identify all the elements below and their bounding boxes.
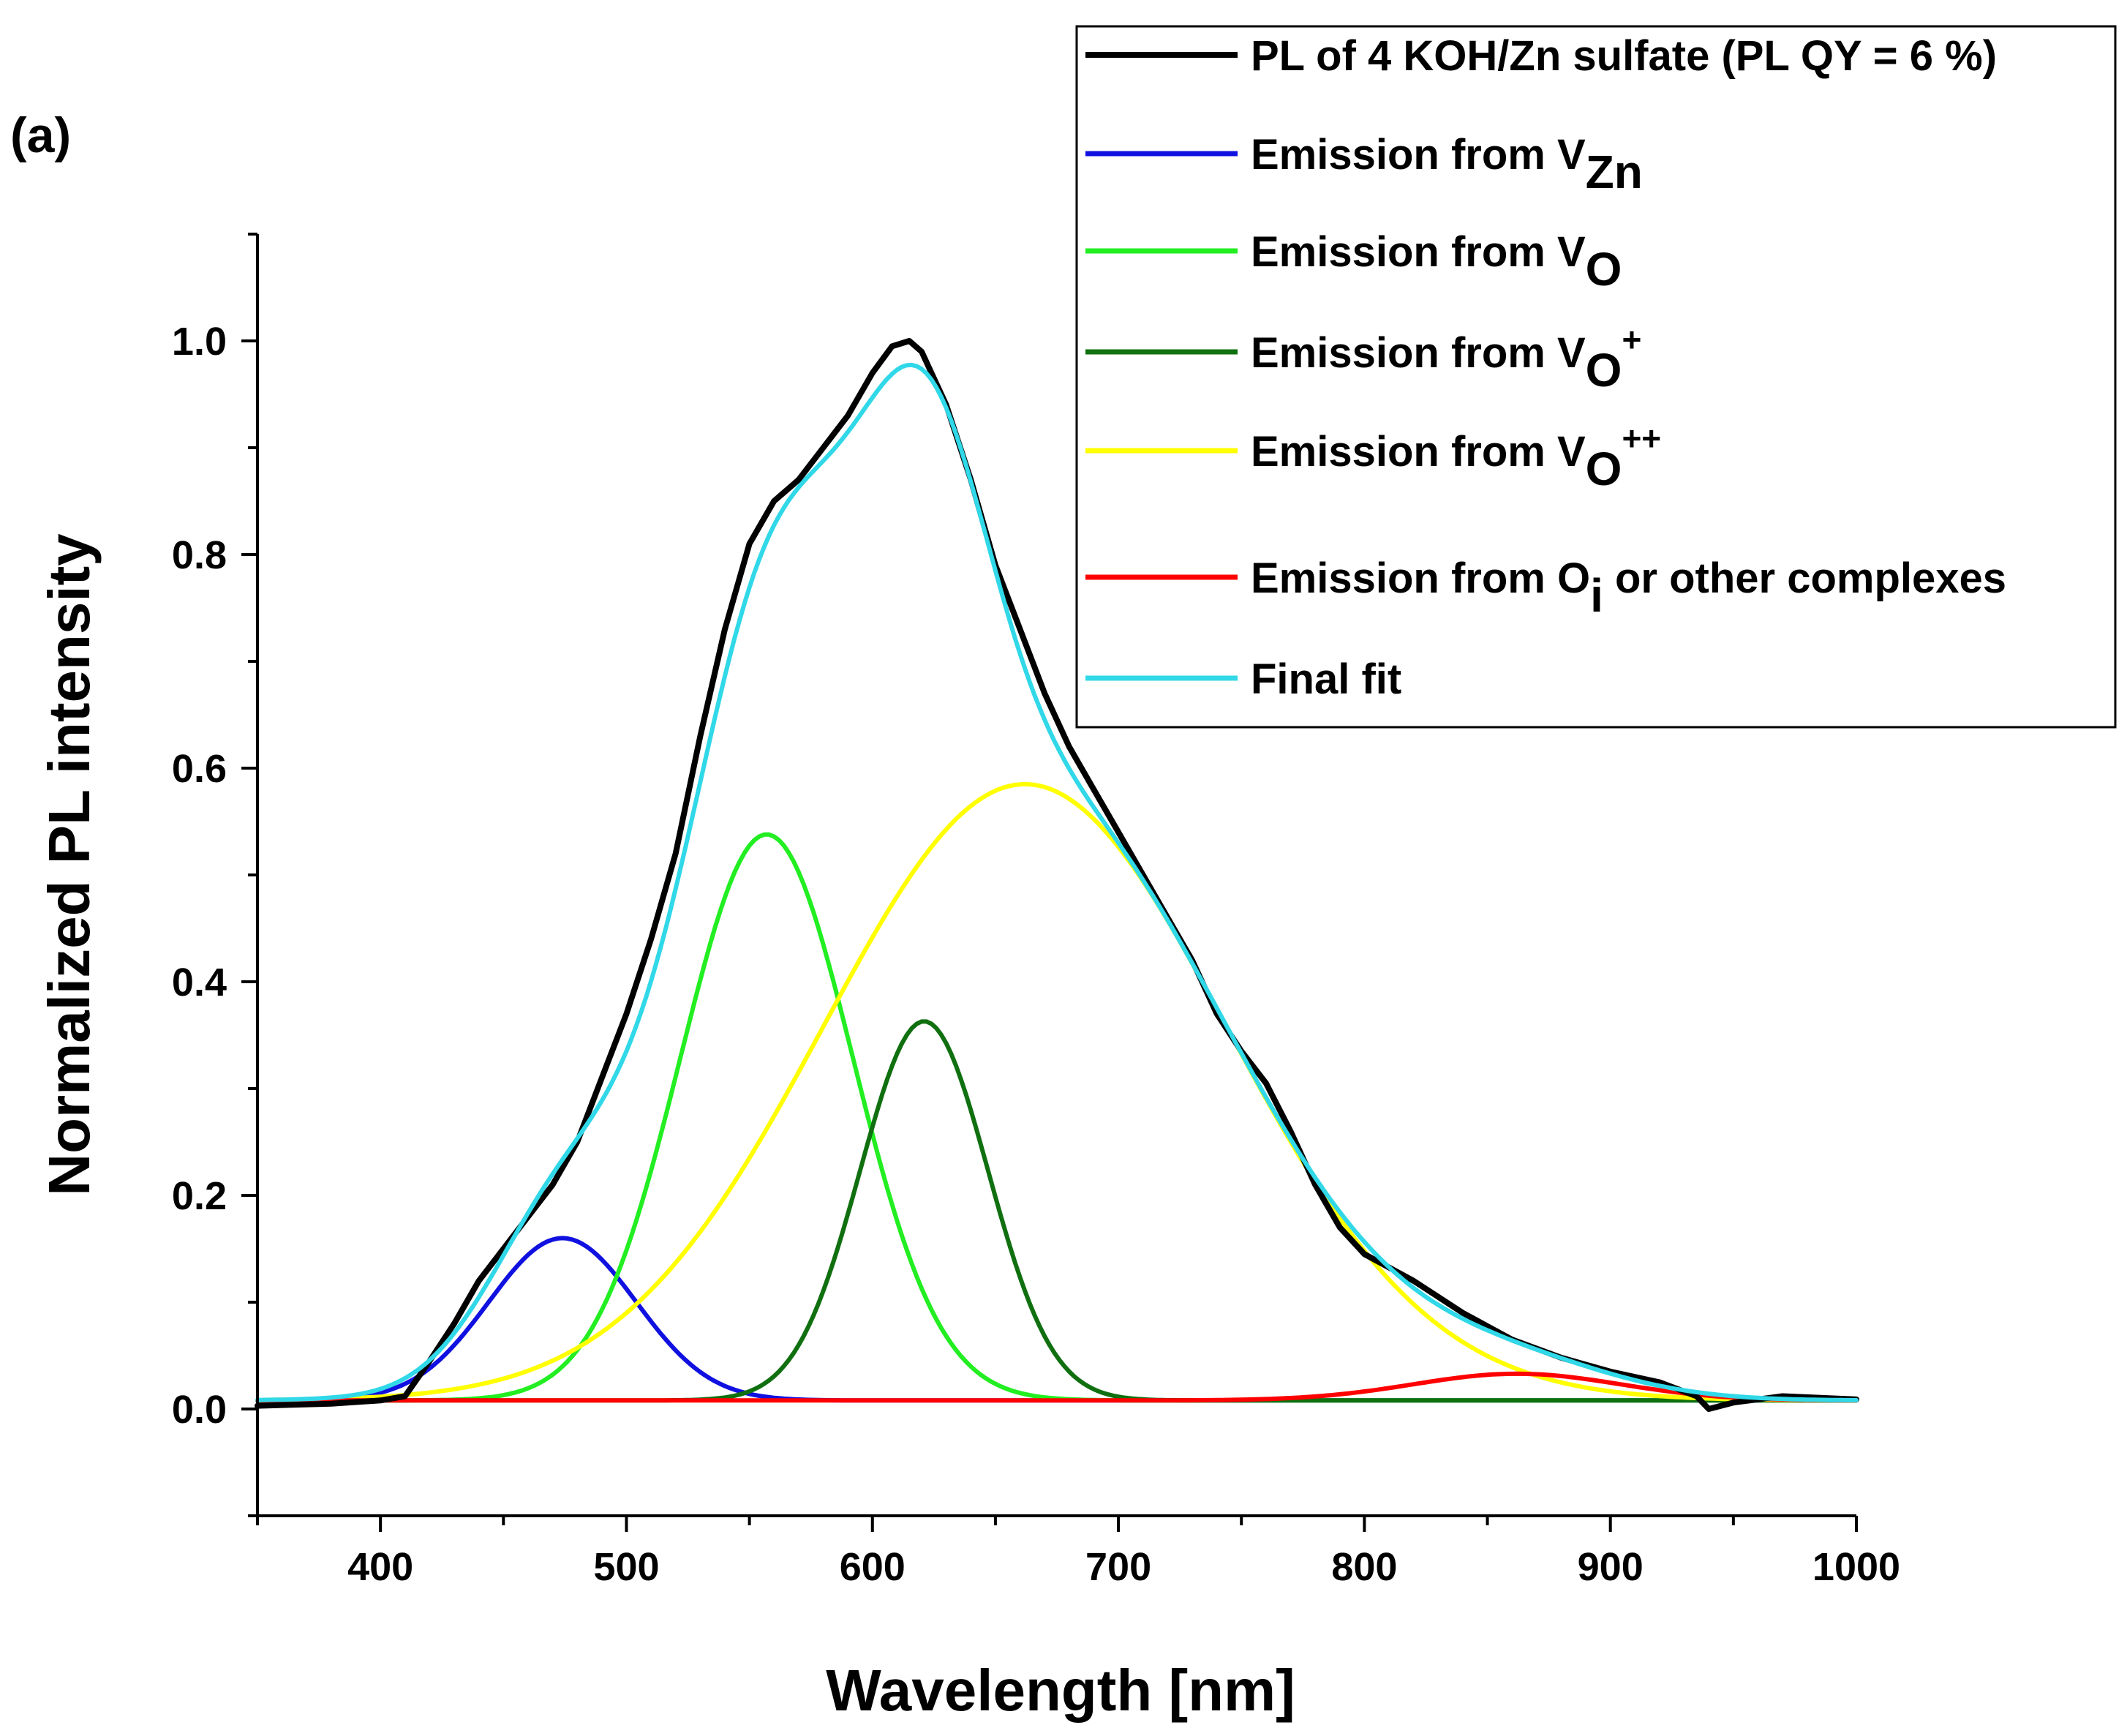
x-tick-label: 800 bbox=[1331, 1545, 1397, 1589]
legend-label-emission-from-vo: Emission from VO bbox=[1251, 228, 1622, 296]
x-tick-label: 400 bbox=[347, 1545, 413, 1589]
legend-label-emission-from-oi-or-other-complexes: Emission from Oi or other complexes bbox=[1251, 555, 2006, 622]
x-tick-label: 900 bbox=[1578, 1545, 1644, 1589]
y-tick-label: 0.8 bbox=[172, 533, 227, 577]
x-tick-label: 1000 bbox=[1812, 1545, 1900, 1589]
y-axis-title: Normalized PL intensity bbox=[37, 533, 102, 1196]
legend-label-final-fit: Final fit bbox=[1251, 655, 1401, 703]
y-tick-label: 0.4 bbox=[172, 961, 227, 1004]
series-line-final-fit bbox=[255, 362, 1859, 1402]
series-line-emission-from-vo bbox=[255, 781, 1859, 1403]
y-tick-label: 0.2 bbox=[172, 1174, 227, 1218]
series-line-emission-from-vo bbox=[255, 832, 1859, 1403]
panel-label: (a) bbox=[10, 108, 71, 163]
legend-label-emission-from-vo: Emission from VO++ bbox=[1251, 419, 1661, 495]
y-tick-label: 0.0 bbox=[172, 1388, 227, 1432]
x-tick-label: 700 bbox=[1085, 1545, 1151, 1589]
x-tick-label: 500 bbox=[593, 1545, 659, 1589]
legend: PL of 4 KOH/Zn sulfate (PL QY = 6 %) Emis… bbox=[1075, 25, 2117, 729]
y-tick-label: 1.0 bbox=[172, 320, 227, 364]
legend-label-emission-from-vo: Emission from VO+ bbox=[1251, 320, 1641, 397]
legend-label-emission-from-vzn: Emission from VZn bbox=[1251, 131, 1643, 198]
y-tick-label: 0.6 bbox=[172, 747, 227, 791]
series-line-emission-from-oi-or-other-complexes bbox=[255, 1371, 1859, 1403]
series-line-emission-from-vo bbox=[255, 1019, 1859, 1403]
x-tick-label: 600 bbox=[840, 1545, 906, 1589]
frame-group bbox=[241, 233, 1858, 1532]
axes-group: 400 500 600 700 800 900 1000 0.0 0.2 0.4 0.6 0.8 1.0 bbox=[172, 320, 1900, 1589]
legend-label-pl-of-4-koh-zn-sulfate-pl-qy-6: PL of 4 KOH/Zn sulfate (PL QY = 6 %) bbox=[1251, 32, 1997, 80]
x-axis-title: Wavelength [nm] bbox=[826, 1658, 1295, 1723]
curves-group bbox=[255, 338, 1859, 1412]
legend-box bbox=[1075, 25, 2117, 729]
